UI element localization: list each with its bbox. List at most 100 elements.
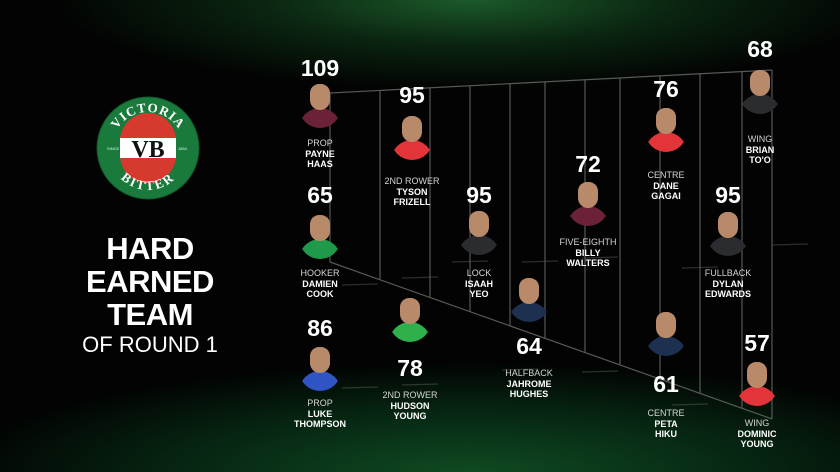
player-label: PROP LUKE THOMPSON <box>265 398 375 430</box>
player-label: CENTRE DANE GAGAI <box>611 170 721 202</box>
player-last-name: YOUNG <box>393 411 427 421</box>
player-position: CENTRE <box>647 408 685 418</box>
player-photo <box>645 106 687 152</box>
player-first-name: DOMINIC <box>737 428 777 439</box>
player-label: FULLBACK DYLAN EDWARDS <box>673 268 783 300</box>
head-shape <box>402 116 422 142</box>
player-photo <box>299 345 341 391</box>
player-last-name: HUGHES <box>509 389 549 399</box>
player-last-name: EDWARDS <box>704 289 751 299</box>
jersey-shape <box>707 236 749 256</box>
player-score: 78 <box>397 355 423 381</box>
player-last-name: GAGAI <box>651 191 681 201</box>
player-position: CENTRE <box>647 170 685 180</box>
player-first-name: JAHROME <box>506 378 552 389</box>
player-last-name: YEO <box>469 289 489 299</box>
player-last-name: HAAS <box>307 159 333 169</box>
player-position: WING <box>747 134 773 144</box>
player-photo <box>567 180 609 226</box>
player-first-name: BILLY <box>575 247 601 258</box>
player-first-name: PAYNE <box>305 148 335 159</box>
title-round: OF ROUND 1 <box>82 332 218 357</box>
jersey-shape <box>458 235 500 255</box>
player-first-name: DANE <box>653 180 679 191</box>
head-shape <box>400 298 420 324</box>
player-label: WING BRIAN TO'O <box>705 134 815 166</box>
svg-text:1854: 1854 <box>178 146 188 151</box>
head-shape <box>578 182 598 208</box>
player-position: LOCK <box>466 268 492 278</box>
player-photo <box>391 114 433 160</box>
player-position: WING <box>744 418 770 428</box>
player-score: 95 <box>466 182 492 208</box>
player-photo <box>736 360 778 406</box>
head-shape <box>310 215 330 241</box>
svg-text:SINCE: SINCE <box>107 146 120 151</box>
jersey-shape <box>299 108 341 128</box>
player-photo <box>645 310 687 356</box>
title-line-2: EARNED <box>86 264 214 299</box>
player-position: PROP <box>307 138 333 148</box>
player-position: 2ND ROWER <box>382 390 438 400</box>
player-first-name: PETA <box>654 418 678 429</box>
jersey-shape <box>508 302 550 322</box>
player-label: HOOKER DAMIEN COOK <box>265 268 375 300</box>
head-shape <box>718 212 738 238</box>
player-score: 109 <box>300 55 340 81</box>
jersey-shape <box>299 371 341 391</box>
player-label: WING DOMINIC YOUNG <box>702 418 812 450</box>
head-shape <box>310 347 330 373</box>
player-last-name: YOUNG <box>740 439 774 449</box>
player-first-name: TYSON <box>396 186 428 197</box>
player-photo <box>739 68 781 114</box>
player-first-name: BRIAN <box>745 144 775 155</box>
player-label: 2ND ROWER TYSON FRIZELL <box>357 176 467 208</box>
player-label: CENTRE PETA HIKU <box>611 408 721 440</box>
player-first-name: LUKE <box>307 408 333 419</box>
head-shape <box>750 70 770 96</box>
jersey-shape <box>389 322 431 342</box>
jersey-shape <box>645 336 687 356</box>
player-score: 57 <box>744 330 770 356</box>
head-shape <box>469 211 489 237</box>
title-line-1: HARD <box>106 231 194 266</box>
player-position: FIVE-EIGHTH <box>559 237 617 247</box>
player-score: 72 <box>575 151 601 177</box>
page-title: HARD EARNED TEAM OF ROUND 1 <box>60 232 240 359</box>
title-line-3: TEAM <box>107 297 193 332</box>
player-first-name: DAMIEN <box>302 278 338 289</box>
head-shape <box>519 278 539 304</box>
player-photo <box>299 213 341 259</box>
player-position: HALFBACK <box>505 368 553 378</box>
player-position: HOOKER <box>300 268 340 278</box>
head-shape <box>747 362 767 388</box>
svg-text:VB: VB <box>131 137 164 163</box>
player-last-name: FRIZELL <box>393 197 431 207</box>
player-first-name: ISAAH <box>464 278 493 289</box>
jersey-shape <box>567 206 609 226</box>
jersey-shape <box>736 386 778 406</box>
player-photo <box>508 276 550 322</box>
player-score: 95 <box>399 82 425 108</box>
player-score: 68 <box>747 36 773 62</box>
player-position: 2ND ROWER <box>384 176 440 186</box>
player-photo <box>299 82 341 128</box>
player-label: 2ND ROWER HUDSON YOUNG <box>355 390 465 422</box>
player-last-name: TO'O <box>749 155 771 165</box>
player-last-name: THOMPSON <box>293 419 346 429</box>
player-last-name: HIKU <box>655 429 677 439</box>
player-first-name: DYLAN <box>712 278 744 289</box>
player-label: PROP PAYNE HAAS <box>265 138 375 170</box>
player-last-name: WALTERS <box>566 258 610 268</box>
jersey-shape <box>299 239 341 259</box>
player-first-name: HUDSON <box>390 400 430 411</box>
player-label: LOCK ISAAH YEO <box>424 268 534 300</box>
jersey-shape <box>739 94 781 114</box>
victoria-bitter-logo: VB VICTORIA BITTER SINCE 1854 <box>96 96 200 200</box>
player-position: FULLBACK <box>704 268 752 278</box>
player-score: 61 <box>653 371 679 397</box>
player-photo <box>707 210 749 256</box>
jersey-shape <box>391 140 433 160</box>
head-shape <box>310 84 330 110</box>
